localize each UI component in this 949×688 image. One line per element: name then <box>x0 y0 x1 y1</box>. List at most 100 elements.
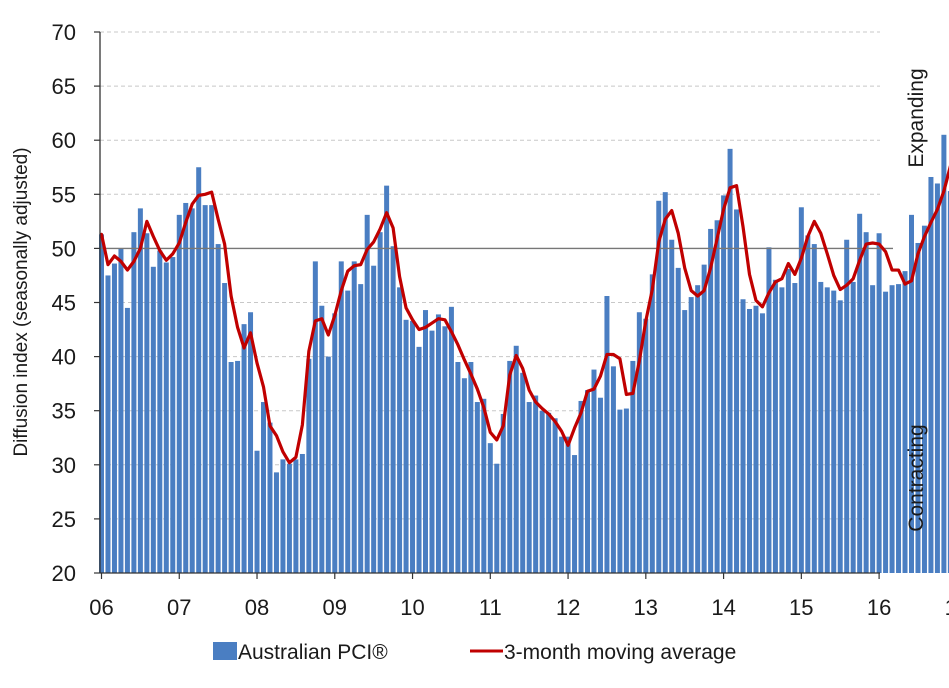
bar <box>435 314 441 573</box>
bar <box>371 265 377 573</box>
bar <box>157 250 163 573</box>
bar <box>604 296 610 573</box>
bar <box>99 234 104 573</box>
moving-average-line <box>99 165 949 465</box>
x-tick-label: 06 <box>89 595 113 620</box>
bar <box>630 360 636 573</box>
bar <box>403 319 409 573</box>
bar <box>312 261 318 573</box>
x-tick-label: 09 <box>323 595 347 620</box>
y-tick-label: 30 <box>52 453 76 478</box>
bar <box>896 284 902 573</box>
bar <box>721 195 727 573</box>
bar <box>798 207 804 573</box>
x-tick-labels: 06 07 08 09 10 11 12 13 14 15 16 17 <box>89 595 949 620</box>
bar <box>131 232 137 574</box>
bar <box>766 247 772 573</box>
y-tick-label: 70 <box>52 20 76 45</box>
y-tick-label: 65 <box>52 74 76 99</box>
bar <box>889 285 895 573</box>
bar <box>293 459 299 573</box>
bar <box>390 246 396 574</box>
bar <box>235 360 241 573</box>
bar <box>144 233 150 573</box>
bar <box>215 244 221 573</box>
bar <box>254 450 260 573</box>
bar <box>662 192 668 573</box>
bar <box>572 455 578 573</box>
bar <box>857 213 863 573</box>
bar <box>461 378 467 573</box>
bar <box>578 400 584 573</box>
bar <box>228 362 234 573</box>
bar <box>410 320 416 573</box>
bar <box>118 248 124 573</box>
bar <box>785 268 791 573</box>
bar <box>824 287 830 573</box>
bar <box>338 261 344 573</box>
bar <box>248 312 254 573</box>
bar <box>863 232 869 574</box>
bar <box>209 205 215 573</box>
bar <box>740 299 746 573</box>
x-tick-label: 10 <box>400 595 424 620</box>
bar <box>526 402 532 573</box>
bar <box>377 232 383 574</box>
bar <box>844 239 850 574</box>
legend: Australian PCI® 3-month moving average <box>213 641 736 664</box>
bar <box>170 257 176 573</box>
bar <box>539 410 545 573</box>
bar <box>649 274 655 573</box>
bar <box>669 239 675 574</box>
bar <box>241 324 247 573</box>
bar <box>455 362 461 573</box>
bar <box>351 261 357 573</box>
bar <box>280 459 286 573</box>
bar <box>520 372 526 573</box>
bar <box>597 397 603 573</box>
bar <box>261 402 266 573</box>
bar <box>442 326 448 573</box>
bar <box>299 453 305 573</box>
line-series-moving-average <box>99 165 949 465</box>
bar <box>176 214 182 574</box>
bar <box>779 287 785 573</box>
bar <box>695 285 701 573</box>
bar <box>546 412 552 573</box>
legend-label-moving-average: 3-month moving average <box>504 641 736 664</box>
bar <box>617 409 623 573</box>
bar <box>345 290 351 573</box>
bar <box>876 233 882 573</box>
x-tick-label: 15 <box>789 595 813 620</box>
bar <box>870 285 876 573</box>
y-tick-label: 40 <box>52 345 76 370</box>
bar <box>915 242 921 574</box>
bar <box>507 360 513 573</box>
bar <box>921 225 927 573</box>
bar <box>196 167 202 573</box>
bar <box>358 284 364 573</box>
bar <box>747 308 752 573</box>
bar <box>364 214 370 574</box>
bar <box>481 398 487 573</box>
bar <box>688 297 694 573</box>
bar <box>792 283 798 573</box>
y-tick-label: 20 <box>52 561 76 586</box>
bar <box>850 281 856 573</box>
bar <box>448 306 454 573</box>
bar <box>883 291 889 573</box>
bar <box>805 235 811 574</box>
bar <box>222 283 228 573</box>
y-tick-label: 45 <box>52 291 76 316</box>
y-tick-label: 25 <box>52 507 76 532</box>
bar <box>552 418 558 573</box>
bar <box>111 263 117 573</box>
bar <box>701 264 707 573</box>
bar <box>727 148 733 574</box>
bar <box>183 202 189 573</box>
bar <box>163 262 169 573</box>
x-tick-label: 13 <box>634 595 658 620</box>
bar <box>423 310 428 573</box>
